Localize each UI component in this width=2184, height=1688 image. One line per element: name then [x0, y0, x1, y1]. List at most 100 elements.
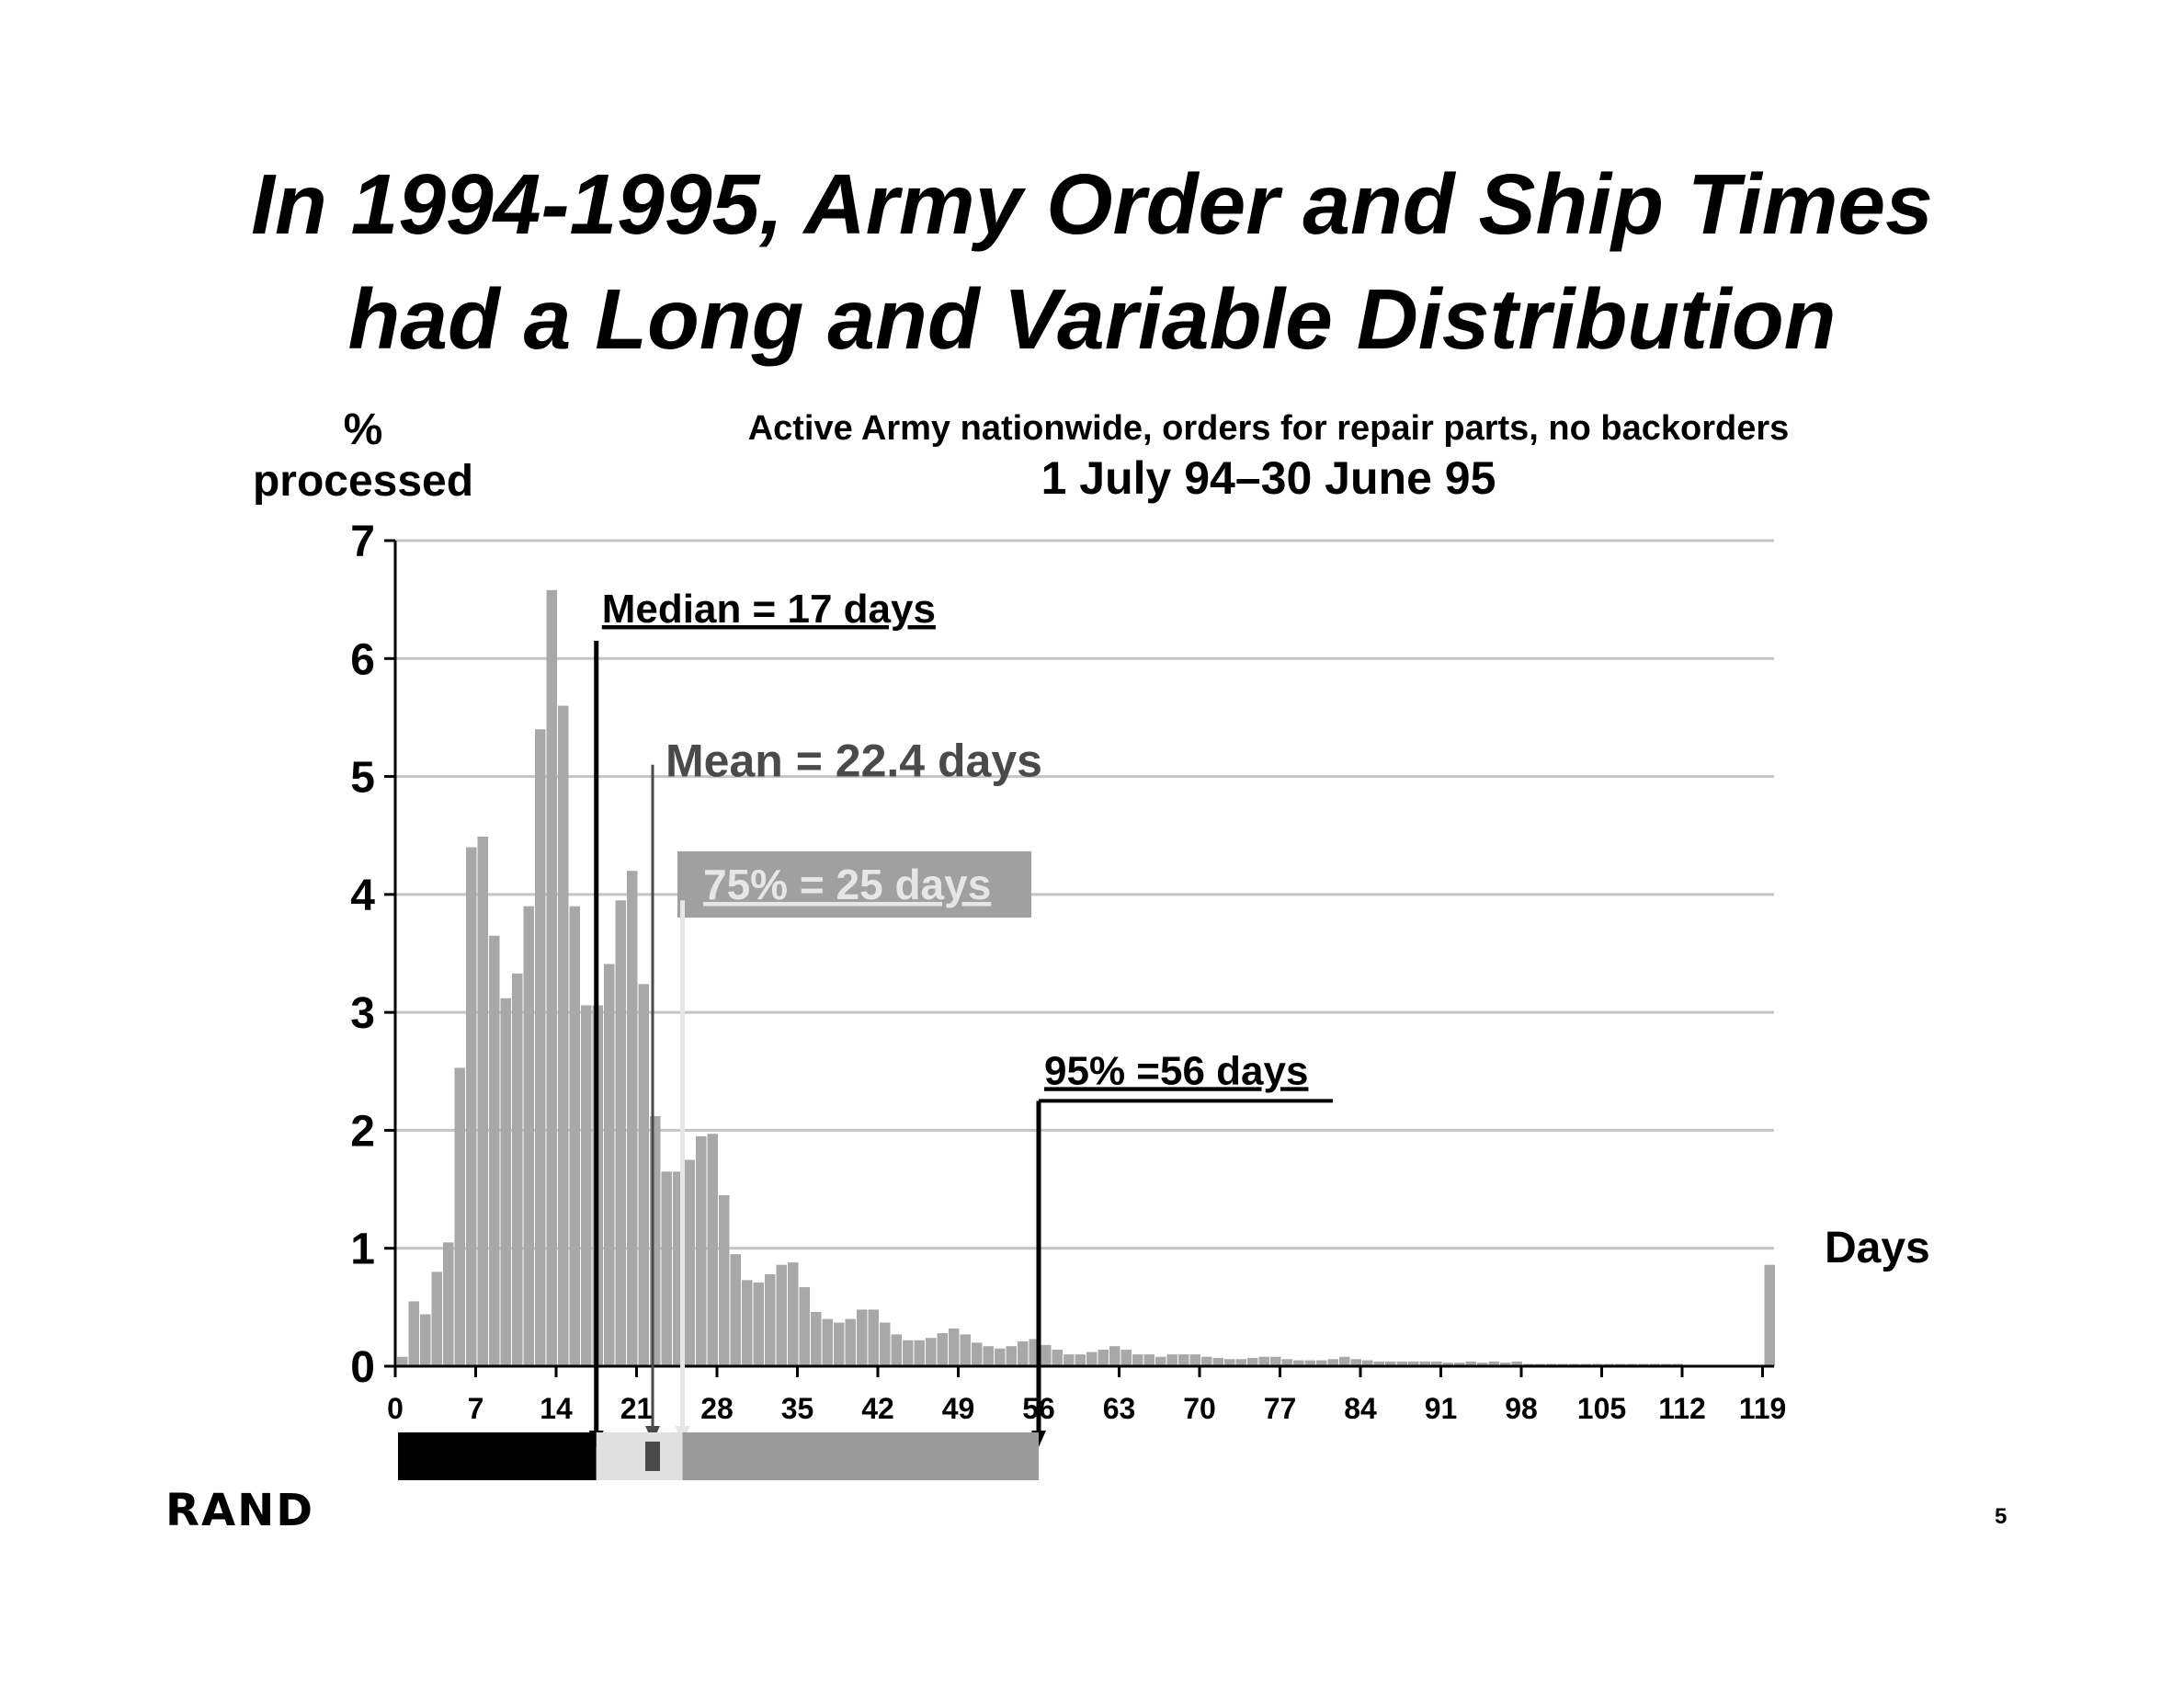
histogram-bar	[696, 1135, 707, 1366]
histogram-bar	[1304, 1360, 1315, 1366]
histogram-bar	[1465, 1361, 1476, 1366]
p75-label: 75% = 25 days	[703, 861, 991, 908]
histogram-bar	[1454, 1363, 1465, 1366]
histogram-bar	[1419, 1361, 1430, 1366]
chart-subtitle: 1 July 94–30 June 95	[1041, 452, 1496, 504]
histogram-bar	[1373, 1361, 1384, 1366]
histogram-bar	[1258, 1356, 1269, 1366]
y-tick-label: 0	[350, 1343, 375, 1392]
histogram-bar	[1316, 1360, 1327, 1366]
histogram-bar	[880, 1322, 891, 1366]
histogram-bar	[776, 1264, 787, 1366]
x-tick-label: 98	[1505, 1392, 1538, 1425]
histogram-bar	[719, 1194, 730, 1366]
histogram-bar	[1018, 1341, 1029, 1366]
histogram-bar	[1029, 1339, 1040, 1366]
percentile-strip	[398, 1432, 1039, 1480]
histogram-bar	[730, 1254, 741, 1366]
histogram-bar	[960, 1334, 971, 1366]
histogram-bar	[431, 1272, 442, 1366]
strip-segment-95	[682, 1432, 1039, 1480]
histogram-bar	[1477, 1363, 1488, 1366]
histogram-bar	[408, 1301, 419, 1366]
histogram-bar	[638, 984, 649, 1366]
histogram-bar	[397, 1356, 408, 1366]
histogram-bar	[615, 900, 626, 1366]
histogram-bar	[512, 973, 523, 1366]
histogram-bar	[788, 1262, 799, 1366]
histogram-bar	[684, 1159, 695, 1366]
axes: 0123456707142128354249566370778491981051…	[350, 518, 1786, 1425]
histogram-bar	[1396, 1361, 1407, 1366]
strip-segment-median	[398, 1432, 597, 1480]
y-tick-label: 1	[350, 1226, 375, 1274]
histogram-bar	[673, 1171, 684, 1366]
histogram-bar	[420, 1314, 431, 1366]
histogram-bar	[972, 1342, 983, 1366]
histogram-bar	[1488, 1361, 1499, 1366]
histogram-bar	[1052, 1350, 1063, 1366]
x-tick-label: 14	[540, 1392, 573, 1425]
histogram-bar	[1120, 1350, 1132, 1366]
histogram-bar	[489, 935, 500, 1366]
histogram-bar	[1178, 1354, 1189, 1366]
histogram-bar	[454, 1067, 465, 1366]
slide-title-line2: had a Long and Variable Distribution	[347, 271, 1837, 367]
rand-logo: RAND	[165, 1485, 315, 1536]
histogram-bar	[834, 1322, 845, 1366]
y-axis-label-line2: processed	[252, 457, 474, 506]
slide-title: In 1994-1995, Army Order and Ship Times …	[0, 147, 2184, 377]
x-tick-label: 42	[861, 1392, 894, 1425]
x-tick-label: 63	[1103, 1392, 1136, 1425]
histogram-bar	[1098, 1350, 1109, 1366]
histogram-bar	[1086, 1352, 1098, 1366]
median-label: Median = 17 days	[602, 587, 936, 632]
histogram-bar	[477, 836, 488, 1366]
histogram-bar	[1270, 1356, 1281, 1366]
histogram-bar	[742, 1280, 753, 1366]
histogram-bar	[1408, 1361, 1419, 1366]
y-tick-label: 5	[350, 754, 375, 803]
mean-label: Mean = 22.4 days	[665, 736, 1042, 787]
histogram-bar	[1511, 1361, 1522, 1366]
x-tick-label: 49	[942, 1392, 975, 1425]
y-tick-label: 2	[350, 1107, 375, 1156]
histogram-bar	[1350, 1359, 1361, 1366]
histogram-bar	[500, 998, 511, 1366]
histogram-bar	[1235, 1359, 1246, 1366]
histogram-bar	[581, 1005, 592, 1366]
histogram-bar	[868, 1309, 879, 1366]
histogram-bar	[627, 871, 638, 1366]
histogram-bar	[1442, 1363, 1453, 1366]
strip-mean-marker	[645, 1442, 660, 1471]
histogram-bar	[1064, 1354, 1075, 1366]
histogram-bar	[799, 1287, 810, 1366]
histogram-bar	[661, 1171, 672, 1366]
histogram-bar	[1224, 1359, 1235, 1366]
histogram-bar	[1212, 1358, 1223, 1366]
histogram-bar	[949, 1328, 960, 1366]
histogram-bar	[443, 1242, 454, 1366]
histogram-bar	[1041, 1344, 1052, 1366]
y-axis-label: % processed	[221, 405, 506, 508]
histogram-bar	[926, 1338, 937, 1366]
histogram-bar	[535, 729, 546, 1366]
histogram-bar	[937, 1333, 948, 1366]
y-tick-label: 4	[350, 872, 375, 920]
y-tick-label: 6	[350, 635, 375, 684]
histogram-bar	[765, 1273, 776, 1366]
histogram-bar	[1201, 1356, 1212, 1366]
histogram-bar	[466, 847, 477, 1366]
histogram-bar	[1075, 1354, 1086, 1366]
histogram-bar	[546, 589, 557, 1366]
x-tick-label: 7	[468, 1392, 484, 1425]
slide-title-line1: In 1994-1995, Army Order and Ship Times	[251, 156, 1933, 252]
histogram-bar	[1247, 1358, 1258, 1366]
histogram-bar	[1362, 1360, 1373, 1366]
histogram-bar	[1281, 1359, 1292, 1366]
histogram-bar	[1109, 1346, 1120, 1366]
x-tick-label: 91	[1425, 1392, 1458, 1425]
histogram-bar	[558, 705, 569, 1366]
histogram-bar	[1006, 1346, 1017, 1366]
histogram-bar	[1431, 1361, 1442, 1366]
